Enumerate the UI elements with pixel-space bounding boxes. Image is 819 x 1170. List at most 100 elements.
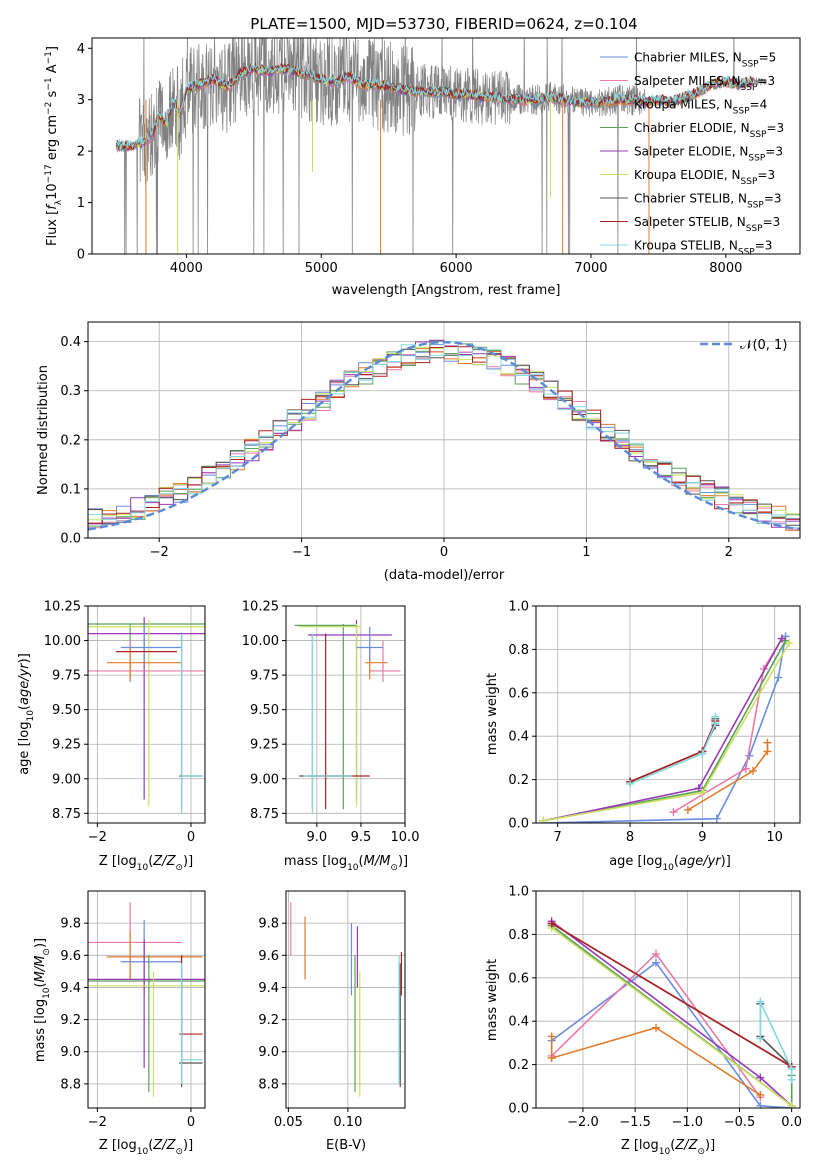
x-tick-label: −2 bbox=[88, 830, 107, 845]
y-axis-label: Normed distribution bbox=[36, 365, 51, 495]
series-marker bbox=[787, 1101, 796, 1108]
series-line-kroupa_miles bbox=[550, 1026, 761, 1096]
series-marker bbox=[756, 1034, 765, 1043]
figure-title: PLATE=1500, MJD=53730, FIBERID=0624, z=0… bbox=[250, 15, 637, 33]
axes-frame bbox=[91, 37, 801, 255]
y-tick-label: 9.4 bbox=[60, 981, 81, 996]
series-marker bbox=[756, 1101, 765, 1108]
series-marker bbox=[711, 712, 720, 721]
legend-label: 𝒩(0, 1) bbox=[740, 338, 787, 353]
y-tick-label: 9.00 bbox=[52, 772, 81, 787]
y-tick-label: 9.50 bbox=[52, 703, 81, 718]
y-tick-label: 9.50 bbox=[250, 703, 279, 718]
series-marker bbox=[748, 766, 757, 775]
legend-label: Salpeter MILES, NSSP=3 bbox=[634, 74, 775, 93]
series-line-salpeter_stelib bbox=[551, 922, 793, 1068]
series-marker bbox=[547, 919, 556, 928]
x-axis-label: (data-model)/error bbox=[384, 568, 505, 583]
panel-residuals: −2 −1 0 1 2 0.0 0.1 0.2 0.3 0.4 𝒩(0, 1) (data-model… bbox=[36, 321, 801, 583]
y-tick-label: 9.2 bbox=[258, 1013, 279, 1028]
x-tick-label: 0.0 bbox=[781, 1115, 802, 1130]
series-marker bbox=[547, 1054, 556, 1063]
legend-label: Kroupa STELIB, NSSP=3 bbox=[634, 239, 772, 258]
axes-frame bbox=[285, 605, 406, 824]
y-tick-label: 1 bbox=[77, 196, 85, 211]
y-tick-label: 9.25 bbox=[250, 738, 279, 753]
series-marker bbox=[774, 673, 783, 682]
series-marker bbox=[763, 738, 772, 747]
x-axis-label: wavelength [Angstrom, rest frame] bbox=[332, 283, 561, 298]
y-tick-label: 1.0 bbox=[508, 885, 529, 900]
model-line-kroupa_stelib bbox=[115, 61, 754, 149]
y-tick-label: 1.0 bbox=[508, 600, 529, 615]
y-tick-label: 0.0 bbox=[508, 817, 529, 832]
series-marker bbox=[652, 1023, 660, 1032]
plot-area bbox=[88, 339, 800, 531]
plot-area bbox=[88, 902, 205, 1097]
series-marker bbox=[741, 764, 750, 773]
series-marker bbox=[763, 747, 772, 756]
y-tick-label: 10.00 bbox=[44, 634, 81, 649]
y-tick-label: 0 bbox=[77, 248, 85, 263]
series-line-chabrier_miles bbox=[551, 961, 792, 1108]
axes-frame bbox=[285, 890, 406, 1109]
series-marker bbox=[756, 1073, 765, 1082]
y-axis-label: mass [log10(M/M⊙)] bbox=[33, 938, 52, 1062]
plot-area bbox=[547, 917, 796, 1108]
y-axis-label: Flux [fλ10−17 erg cm−2 s−1 A−1] bbox=[44, 46, 64, 246]
plot-area bbox=[115, 38, 767, 254]
y-tick-label: 10.00 bbox=[242, 634, 279, 649]
panel-massweight_vs_Z: −2.0 −1.5 −1.0 −0.5 0.0 0.0 0.2 0.4 0.6 0.8 1.0 Z [… bbox=[485, 885, 802, 1158]
x-tick-label: −1.0 bbox=[672, 1115, 704, 1130]
y-tick-label: 0.4 bbox=[60, 335, 81, 350]
x-axis-label: Z [log10(Z/Z⊙)] bbox=[99, 1138, 193, 1157]
plot-area bbox=[539, 632, 794, 823]
panel-mass_vs_Z: −2 0 8.8 9.0 9.2 9.4 9.6 9.8 Z [log10(Z/Z⊙)] mass… bbox=[33, 890, 206, 1157]
y-tick-label: 0.8 bbox=[508, 928, 529, 943]
x-tick-label: 0 bbox=[440, 545, 448, 560]
x-tick-label: 8000 bbox=[709, 261, 742, 276]
series-line-kroupa_stelib bbox=[759, 1001, 793, 1080]
plot-area bbox=[88, 617, 205, 814]
panel-age_vs_Z: −2 0 8.75 9.00 9.25 9.50 9.75 10.00 10.25 Z [log1… bbox=[17, 600, 206, 873]
model-line-salpeter_stelib bbox=[115, 61, 754, 150]
x-tick-label: 4000 bbox=[170, 261, 203, 276]
y-tick-label: 0.0 bbox=[60, 532, 81, 547]
y-tick-label: 0.2 bbox=[508, 773, 529, 788]
series-marker bbox=[777, 634, 786, 643]
series-marker bbox=[712, 814, 721, 823]
series-marker bbox=[539, 816, 548, 823]
y-tick-label: 0.6 bbox=[508, 686, 529, 701]
y-axis-label: age [log10(age/yr)] bbox=[17, 653, 36, 775]
y-axis-label: mass weight bbox=[485, 959, 500, 1041]
x-tick-label: 0 bbox=[187, 1115, 195, 1130]
x-tick-label: −2 bbox=[88, 1115, 107, 1130]
y-tick-label: 0.2 bbox=[60, 433, 81, 448]
x-tick-label: 5000 bbox=[305, 261, 338, 276]
series-line-kroupa_elodie bbox=[551, 927, 793, 1107]
y-tick-label: 0.4 bbox=[508, 1015, 529, 1030]
x-tick-label: 0.10 bbox=[333, 1115, 362, 1130]
panel-spectrum: 4000 5000 6000 7000 8000 0 1 2 3 4 wavelength [Ang… bbox=[44, 37, 801, 298]
axes-frame bbox=[87, 605, 206, 824]
legend-label: Kroupa MILES, NSSP=4 bbox=[634, 98, 767, 117]
y-tick-label: 3 bbox=[77, 93, 85, 108]
histogram-kroupa_stelib bbox=[88, 341, 800, 529]
y-tick-label: 0.8 bbox=[508, 643, 529, 658]
legend-label: Salpeter STELIB, NSSP=3 bbox=[634, 215, 780, 234]
x-tick-label: −0.5 bbox=[724, 1115, 756, 1130]
series-marker bbox=[652, 958, 660, 967]
x-tick-label: 0 bbox=[187, 830, 195, 845]
x-tick-label: −2 bbox=[150, 545, 169, 560]
y-tick-label: 4 bbox=[77, 42, 85, 57]
y-tick-label: 10.25 bbox=[44, 600, 81, 615]
x-tick-label: 7 bbox=[554, 830, 562, 845]
x-tick-label: −2.0 bbox=[567, 1115, 599, 1130]
x-tick-label: 10.0 bbox=[391, 830, 420, 845]
y-tick-label: 0.3 bbox=[60, 384, 81, 399]
series-line-kroupa_miles bbox=[687, 742, 769, 811]
plot-area bbox=[290, 902, 403, 1097]
series-marker bbox=[756, 1090, 765, 1099]
panel-massweight_vs_age: 7 8 9 10 0.0 0.2 0.4 0.6 0.8 1.0 age [log10(age/yr… bbox=[485, 600, 801, 873]
